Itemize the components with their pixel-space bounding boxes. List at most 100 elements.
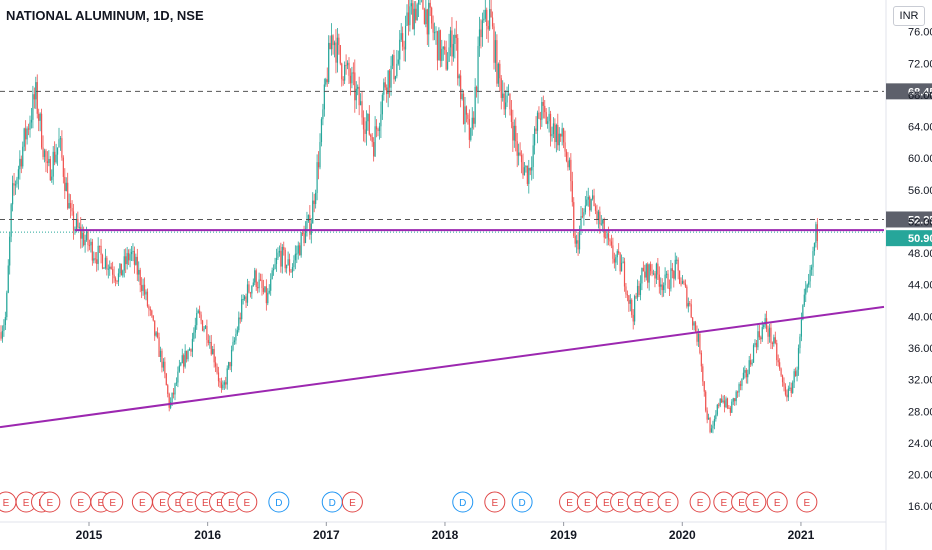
earnings-marker[interactable]: E xyxy=(70,491,92,513)
candle-body xyxy=(23,128,25,147)
marker-circle xyxy=(745,491,767,513)
candle-body xyxy=(346,62,349,66)
candle-body xyxy=(277,252,279,258)
candle-body xyxy=(364,129,366,134)
earnings-marker[interactable]: E xyxy=(0,491,17,513)
candle-body xyxy=(626,294,628,296)
candle-body xyxy=(35,82,37,100)
marker-letter: D xyxy=(518,498,525,509)
candle-body xyxy=(213,349,215,363)
earnings-marker[interactable]: E xyxy=(657,491,679,513)
candle-body xyxy=(217,372,220,382)
candle-body xyxy=(373,142,375,157)
earnings-marker[interactable]: E xyxy=(731,491,753,513)
candle-body xyxy=(580,216,582,229)
candle-body xyxy=(351,72,353,84)
earnings-marker[interactable]: E xyxy=(131,491,153,513)
candle-body xyxy=(621,262,623,272)
candle-body xyxy=(593,195,595,207)
candle-body xyxy=(523,167,526,176)
candle-body xyxy=(810,267,813,270)
dividend-marker[interactable]: D xyxy=(268,491,290,513)
marker-letter: E xyxy=(634,498,641,509)
earnings-marker[interactable]: E xyxy=(576,491,598,513)
earnings-marker[interactable]: E xyxy=(484,491,506,513)
y-tick-label: 52.00 xyxy=(908,216,932,228)
candle-body xyxy=(451,30,453,57)
earnings-marker[interactable]: E xyxy=(179,491,201,513)
earnings-marker[interactable]: E xyxy=(102,491,124,513)
marker-circle xyxy=(102,491,124,513)
x-axis[interactable]: 2015 2016 2017 2018 2019 2020 2021 xyxy=(76,522,815,542)
candle-body xyxy=(725,398,727,408)
earnings-marker[interactable]: E xyxy=(39,491,61,513)
candle-body xyxy=(300,233,302,256)
earnings-marker[interactable]: E xyxy=(559,491,581,513)
candle-body xyxy=(141,285,143,292)
earnings-marker[interactable]: E xyxy=(766,491,788,513)
dividend-marker[interactable]: D xyxy=(511,491,533,513)
earnings-marker[interactable]: E xyxy=(689,491,711,513)
candle-body xyxy=(777,360,779,363)
candle-body xyxy=(464,106,466,124)
candle-body xyxy=(802,305,804,320)
candle-body xyxy=(154,320,156,336)
earnings-marker[interactable]: E xyxy=(745,491,767,513)
candle-body xyxy=(232,342,234,350)
marker-letter: E xyxy=(584,498,591,509)
candle-body xyxy=(251,285,253,294)
candle-body xyxy=(397,59,399,64)
earnings-marker[interactable]: E xyxy=(713,491,735,513)
candle-body xyxy=(230,349,233,367)
y-tick-label: 56.00 xyxy=(908,185,932,197)
candle-body xyxy=(0,332,2,339)
candle-body xyxy=(371,136,373,143)
marker-letter: E xyxy=(23,498,30,509)
candle-body xyxy=(592,195,594,199)
candle-body xyxy=(694,322,697,332)
support-trendline xyxy=(0,305,885,429)
candle-body xyxy=(687,303,689,307)
candle-body xyxy=(596,210,598,220)
candle-body xyxy=(316,162,318,193)
candle-body xyxy=(109,266,111,269)
candle-body xyxy=(722,400,724,403)
candle-body xyxy=(502,93,504,98)
dividend-marker[interactable]: D xyxy=(321,491,343,513)
candle-body xyxy=(574,235,576,244)
candle-body xyxy=(145,291,147,295)
y-axis[interactable]: 16.00 20.00 24.00 28.00 32.00 36.00 40.00 44.00… xyxy=(908,27,932,514)
x-tick-label: 2018 xyxy=(432,528,459,542)
candle-body xyxy=(333,42,336,46)
candle-body xyxy=(428,2,430,35)
candle-body xyxy=(352,72,354,74)
candle-body xyxy=(146,291,149,307)
candle-body xyxy=(741,378,743,386)
earnings-marker[interactable]: E xyxy=(639,491,661,513)
earnings-marker[interactable]: E xyxy=(796,491,818,513)
y-tick-label: 16.00 xyxy=(908,501,932,513)
dividend-marker[interactable]: D xyxy=(452,491,474,513)
candle-body xyxy=(641,267,643,284)
candle-body xyxy=(290,271,292,273)
candle-body xyxy=(471,117,473,129)
marker-circle xyxy=(484,491,506,513)
candle-body xyxy=(467,114,469,120)
candle-body xyxy=(683,281,685,284)
candle-body xyxy=(99,245,101,247)
candle-body xyxy=(341,63,343,80)
candle-body xyxy=(10,204,12,237)
candle-body xyxy=(605,237,607,239)
candle-body xyxy=(188,348,191,351)
earnings-marker[interactable]: E xyxy=(236,491,258,513)
currency-button[interactable]: INR xyxy=(893,6,925,26)
candle-body xyxy=(225,382,227,385)
candle-body xyxy=(191,338,193,352)
candle-body xyxy=(631,299,633,315)
earnings-marker[interactable]: E xyxy=(341,491,363,513)
candle-body xyxy=(361,101,363,118)
candle-body xyxy=(812,251,814,268)
candle-body xyxy=(581,216,584,218)
candle-body xyxy=(465,106,468,115)
